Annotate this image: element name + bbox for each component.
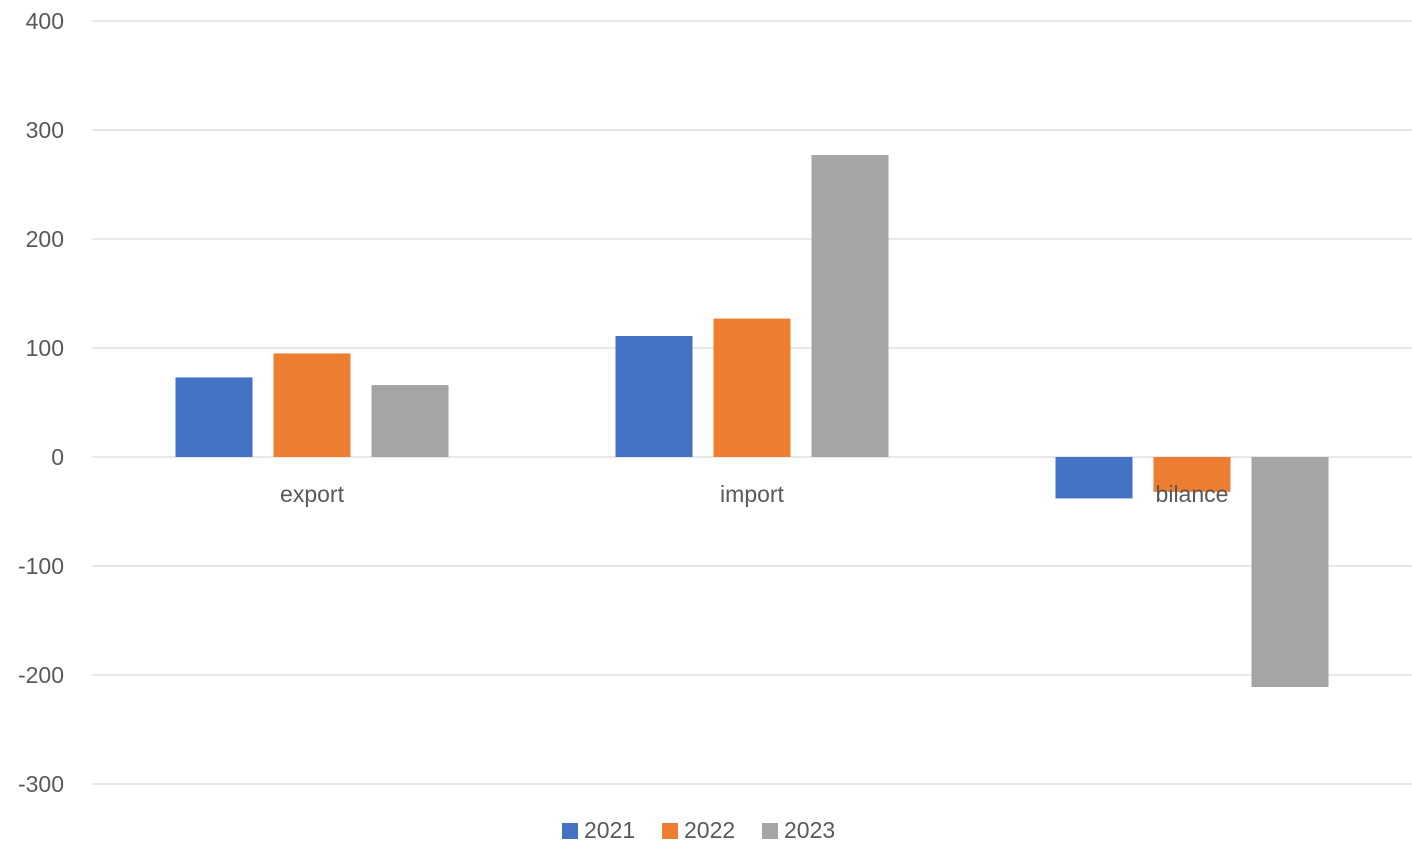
category-label-bilance: bilance [1156, 481, 1229, 507]
category-label-import: import [720, 481, 785, 507]
y-tick-label: 200 [26, 226, 64, 252]
legend-label: 2023 [784, 817, 835, 843]
category-labels: export import bilance [280, 481, 1228, 507]
bar-bilance-2021[interactable] [1055, 457, 1133, 499]
legend[interactable]: 2021 2022 2023 [562, 817, 835, 843]
bar-import-2021[interactable] [615, 336, 693, 457]
legend-item-2022[interactable]: 2022 [662, 817, 735, 843]
bar-export-2021[interactable] [175, 377, 253, 457]
y-tick-label: 100 [26, 335, 64, 361]
y-tick-label: 0 [51, 444, 64, 470]
y-tick-label: 400 [26, 8, 64, 34]
legend-item-2023[interactable]: 2023 [762, 817, 835, 843]
bar-bilance-2023[interactable] [1251, 457, 1329, 687]
bar-export-2023[interactable] [371, 385, 449, 457]
legend-label: 2021 [584, 817, 635, 843]
category-label-export: export [280, 481, 345, 507]
y-tick-label: -100 [18, 553, 64, 579]
bar-bilance-2022[interactable] [1153, 457, 1231, 492]
legend-swatch [762, 823, 778, 839]
y-tick-label: 300 [26, 117, 64, 143]
legend-label: 2022 [684, 817, 735, 843]
legend-swatch [562, 823, 578, 839]
y-tick-label: -200 [18, 662, 64, 688]
bars [175, 155, 1329, 687]
legend-swatch [662, 823, 678, 839]
y-axis-tick-labels: 400 300 200 100 0 -100 -200 -300 [18, 8, 64, 797]
bar-import-2023[interactable] [811, 155, 889, 457]
legend-item-2021[interactable]: 2021 [562, 817, 635, 843]
y-tick-label: -300 [18, 771, 64, 797]
bar-import-2022[interactable] [713, 318, 791, 457]
bar-export-2022[interactable] [273, 353, 351, 457]
